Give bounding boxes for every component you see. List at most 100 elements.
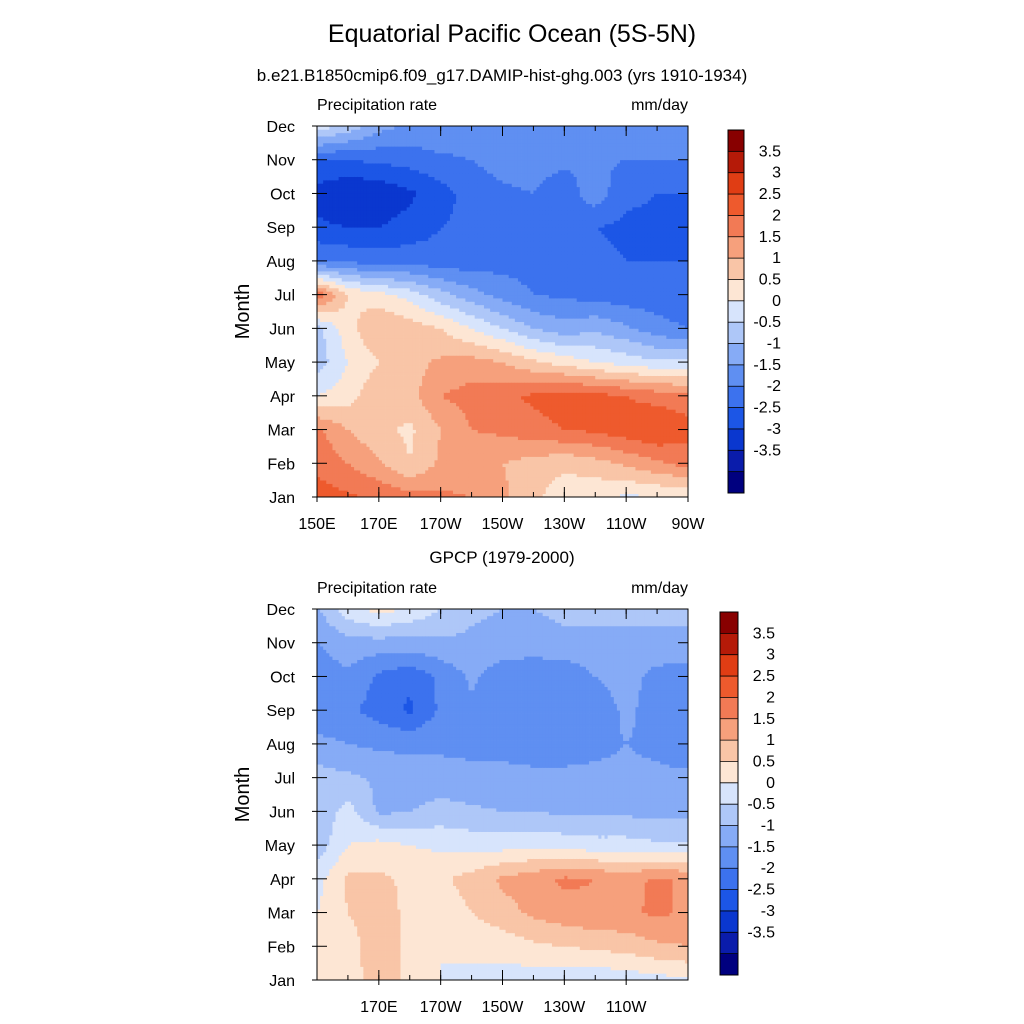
p1-cell — [366, 490, 370, 495]
p1-cell — [465, 362, 469, 366]
p1-cell — [579, 389, 584, 393]
p1-cell — [357, 348, 361, 353]
p1-cell — [360, 405, 364, 410]
p1-cell — [499, 470, 503, 474]
p1-cell — [391, 490, 395, 495]
p1-cell — [635, 436, 639, 441]
p1-cell — [660, 365, 664, 370]
p1-cell — [589, 378, 593, 383]
p1-cell — [462, 459, 466, 464]
p1-cell — [394, 375, 398, 380]
p1-cell — [453, 443, 457, 447]
p1-cell — [425, 470, 429, 474]
p1-cell — [462, 409, 466, 414]
p1-cell — [493, 426, 497, 430]
p1-cell — [555, 443, 559, 447]
p1-cell — [589, 476, 593, 481]
p1-cell — [422, 412, 426, 417]
p1-cell — [508, 412, 513, 417]
p1-cell — [385, 453, 389, 457]
p1-cell — [663, 402, 667, 407]
p1-cell — [499, 446, 503, 451]
p1-cell — [338, 473, 343, 478]
p1-cell — [579, 395, 584, 400]
p1-cell — [647, 476, 652, 481]
p1-cell — [527, 456, 531, 461]
p1-cell — [462, 480, 466, 484]
p1-cell — [335, 331, 340, 336]
p1-cell — [657, 439, 661, 444]
p1-cell — [533, 432, 537, 437]
p1-cell — [406, 389, 411, 393]
p1-cell — [681, 436, 686, 441]
p1-cell — [632, 422, 636, 427]
p1-cell — [644, 385, 649, 390]
p1-cell — [635, 439, 639, 444]
p1-cell — [589, 412, 593, 417]
p1-cell — [320, 466, 324, 471]
p1-cell — [335, 483, 340, 488]
p1-cell — [527, 439, 531, 444]
p1-cell — [338, 493, 343, 497]
p1-cell — [548, 426, 553, 430]
p1-cell — [675, 486, 680, 491]
p1-cell — [344, 470, 349, 474]
p1-cell — [338, 432, 343, 437]
p1-cell — [366, 328, 370, 333]
p1-cell — [434, 480, 438, 484]
p1-cell — [412, 432, 417, 437]
p1-cell — [567, 463, 571, 468]
p1-cell — [378, 402, 383, 407]
p1-cell — [570, 375, 575, 380]
p1-cell — [329, 490, 333, 495]
p1-cell — [573, 449, 578, 454]
p1-cell — [434, 429, 438, 434]
p1-cell — [360, 409, 364, 414]
p1-cell — [459, 446, 463, 451]
p1-cell — [539, 389, 544, 393]
p1-cell — [428, 419, 432, 424]
p1-cell — [360, 432, 364, 437]
p1-cell — [576, 463, 581, 468]
p1-cell — [378, 392, 383, 397]
p1-cell — [323, 338, 327, 343]
p1-cell — [672, 365, 677, 370]
p1-cell — [672, 483, 677, 488]
p1-cell — [372, 335, 377, 339]
p1-cell — [462, 446, 466, 451]
p1-cell — [490, 392, 494, 397]
p1-cell — [465, 486, 469, 491]
p1-cell — [397, 429, 401, 434]
p1-cell — [623, 470, 627, 474]
p1-cell — [323, 375, 327, 380]
p1-cell — [480, 392, 485, 397]
p1-cell — [344, 476, 349, 481]
p1-cell — [635, 432, 639, 437]
p1-cell — [579, 419, 584, 424]
p1-cell — [323, 476, 327, 481]
p1-cell — [567, 372, 571, 376]
p1-cell — [493, 422, 497, 427]
p1-cell — [616, 362, 621, 366]
p1-cell — [582, 480, 587, 484]
p1-cell — [351, 446, 355, 451]
p1-cell — [607, 443, 612, 447]
p1-cell — [579, 382, 584, 387]
p1-cell — [363, 328, 367, 333]
p1-cell — [471, 483, 476, 488]
p1-cell — [641, 402, 646, 407]
p1-cell — [425, 432, 429, 437]
p1-cell — [641, 429, 646, 434]
p1-cell — [443, 432, 448, 437]
p1-cell — [453, 436, 457, 441]
p1-cell — [582, 385, 587, 390]
p1-cell — [675, 443, 680, 447]
p1-cell — [619, 412, 624, 417]
p1-cell — [548, 480, 553, 484]
p1-cell — [527, 375, 531, 380]
p1-cell — [527, 392, 531, 397]
p1-cell — [505, 490, 510, 495]
p1-cell — [592, 453, 596, 457]
p1-cell — [385, 470, 389, 474]
p1-cell — [530, 453, 534, 457]
